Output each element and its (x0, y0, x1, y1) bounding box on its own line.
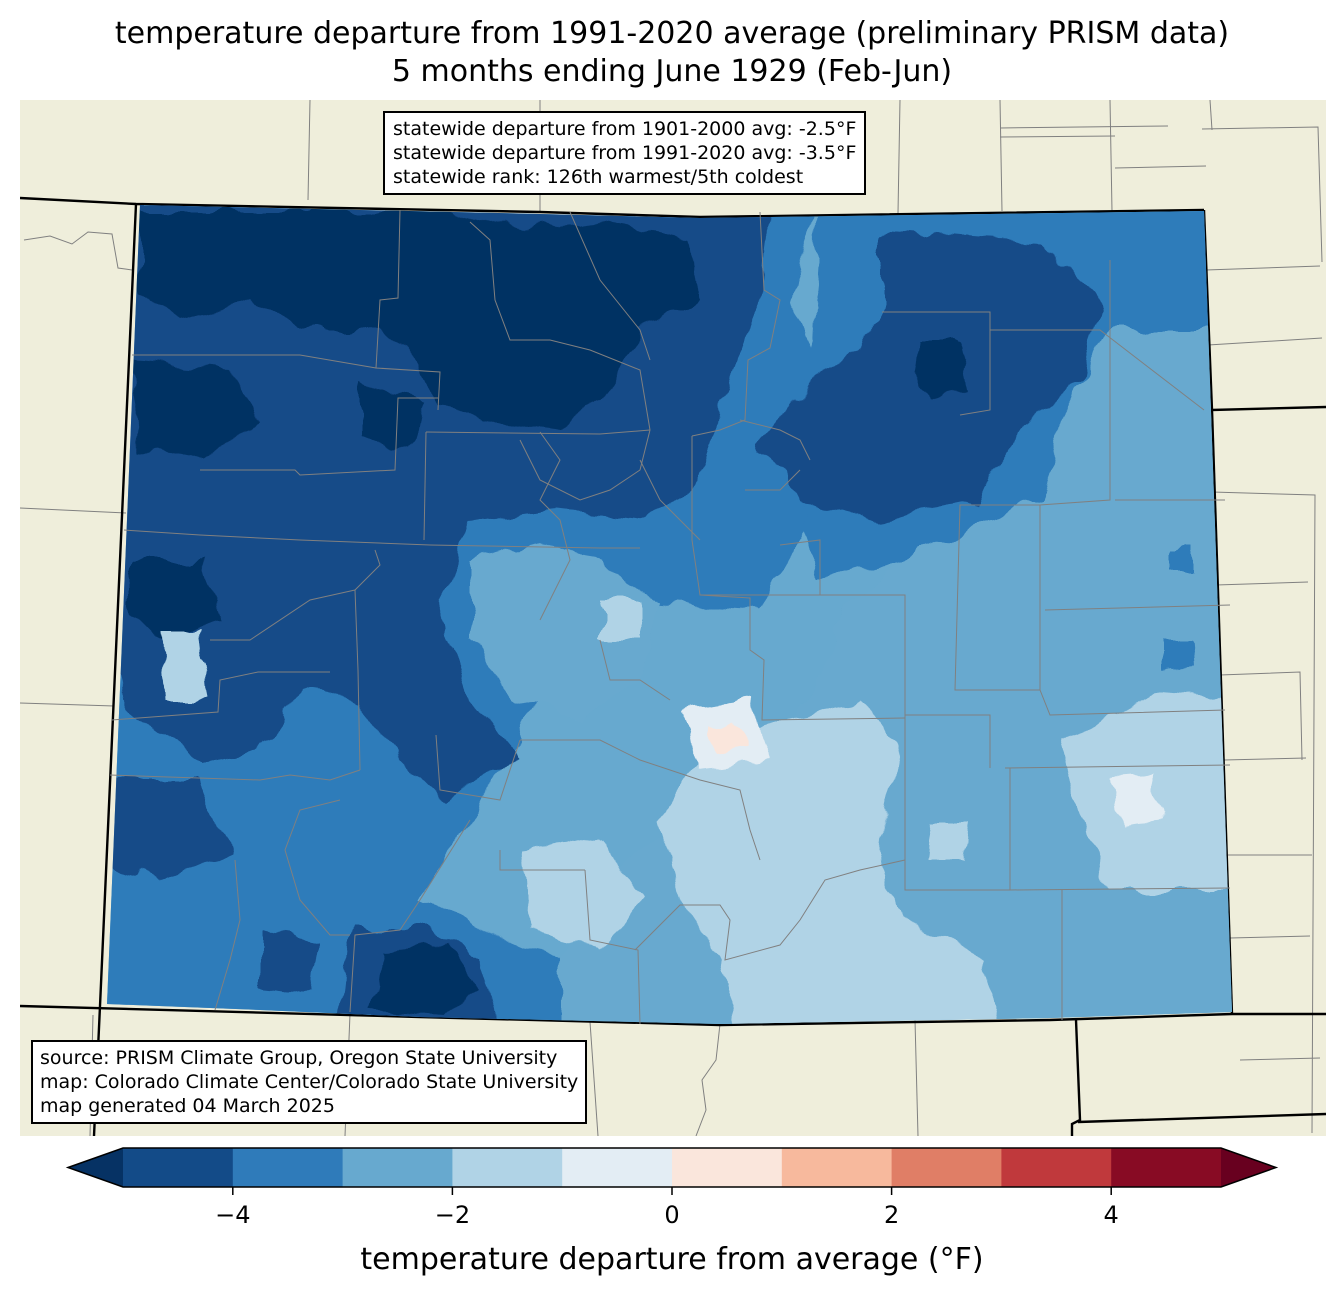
colorbar-ticks: −4 −2 0 2 4 (215, 1187, 1119, 1229)
source-box: source: PRISM Climate Group, Oregon Stat… (31, 1040, 588, 1124)
colorbar-outline (65, 1147, 1279, 1188)
colorbar-segment (452, 1148, 563, 1187)
colorbar-tick-label: 4 (1104, 1201, 1119, 1229)
map-title-line-2: 5 months ending June 1929 (Feb-Jun) (391, 54, 953, 89)
stats-line-2: statewide departure from 1991-2020 avg: … (393, 142, 857, 164)
colorbar-segment (781, 1148, 893, 1187)
map-title-line-1: temperature departure from 1991-2020 ave… (114, 16, 1230, 51)
temperature-field (107, 205, 1232, 1024)
colorbar-tick-label: 0 (664, 1201, 679, 1229)
source-line-3: map generated 04 March 2025 (40, 1095, 335, 1117)
colorbar-segment (1001, 1148, 1112, 1187)
colorbar-segment (123, 1148, 234, 1187)
stats-line-3: statewide rank: 126th warmest/5th coldes… (393, 166, 804, 188)
neighbor-county-lines (20, 100, 1323, 1136)
colorbar-tick-label: −4 (215, 1201, 250, 1229)
colorbar-segment (232, 1148, 344, 1187)
colorbar-label: temperature departure from average (°F) (360, 1242, 984, 1277)
colorbar-tick-label: −2 (435, 1201, 470, 1229)
source-line-1: source: PRISM Climate Group, Oregon Stat… (40, 1047, 558, 1069)
statewide-stats-box: statewide departure from 1901-2000 avg: … (383, 111, 867, 195)
colorbar-segment (342, 1148, 453, 1187)
source-line-2: map: Colorado Climate Center/Colorado St… (40, 1071, 579, 1093)
colorbar-tick-label: 2 (884, 1201, 899, 1229)
colorbar-segment (562, 1148, 673, 1187)
colorbar-over-arrow (1221, 1148, 1276, 1187)
colorbar-segment (1111, 1148, 1222, 1187)
colorbar-under-arrow (68, 1148, 123, 1187)
stats-line-1: statewide departure from 1901-2000 avg: … (393, 118, 857, 140)
colorado-county-lines (109, 209, 1231, 1025)
colorbar: −4 −2 0 2 4 (65, 1147, 1279, 1229)
colorbar-segment (672, 1148, 783, 1187)
colorbar-segment (891, 1148, 1002, 1187)
colorbar-segments (65, 1147, 1279, 1188)
colorado-temperature-map (20, 100, 1326, 1136)
